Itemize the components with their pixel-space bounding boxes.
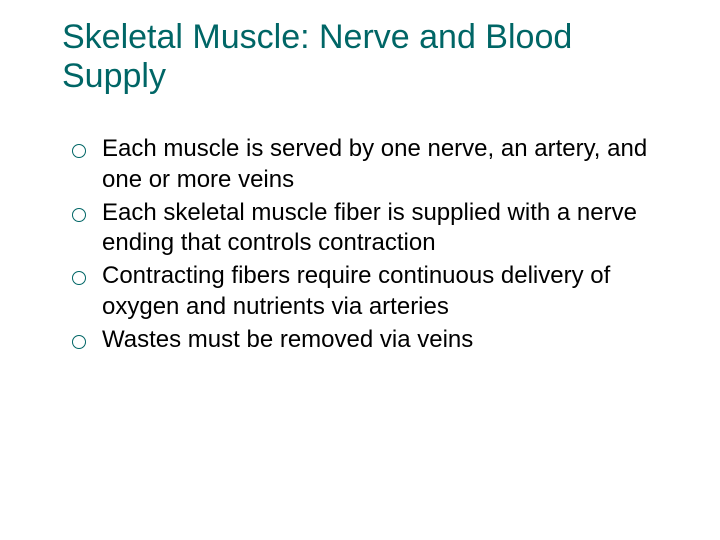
bullet-text: Wastes must be removed via veins [102,326,473,353]
bullet-text: Each muscle is served by one nerve, an a… [102,135,647,193]
list-item: Each skeletal muscle fiber is supplied w… [68,198,678,259]
bullet-text: Each skeletal muscle fiber is supplied w… [102,199,637,257]
bullet-text: Contracting fibers require continuous de… [102,262,610,320]
bullet-list: Each muscle is served by one nerve, an a… [62,134,678,355]
slide: Skeletal Muscle: Nerve and Blood Supply … [0,0,720,540]
slide-title: Skeletal Muscle: Nerve and Blood Supply [62,18,678,96]
list-item: Wastes must be removed via veins [68,325,678,356]
list-item: Each muscle is served by one nerve, an a… [68,134,678,195]
list-item: Contracting fibers require continuous de… [68,261,678,322]
